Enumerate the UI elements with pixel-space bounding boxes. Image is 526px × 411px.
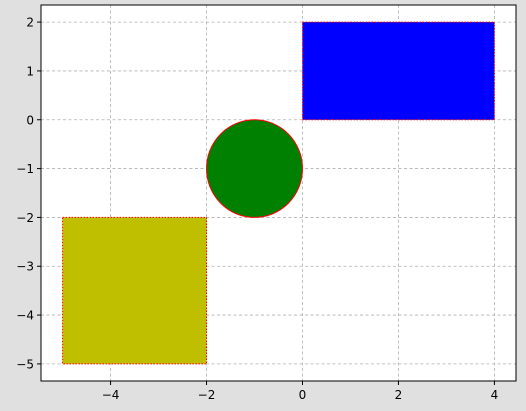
y-tick-label: 0: [26, 113, 34, 127]
y-tick-label: −2: [16, 211, 34, 225]
tick-marks: [37, 21, 495, 385]
shapes-layer: [62, 21, 495, 365]
x-tick-label: −4: [102, 388, 120, 402]
y-tick-label: −1: [16, 162, 34, 176]
y-tick-label: −5: [16, 357, 34, 371]
x-tick-label: 4: [491, 388, 499, 402]
tick-labels: −4 −2 0 2 4 −5 −4 −3 −2 −1 0 1 2: [16, 16, 498, 402]
axes-frame: [40, 4, 517, 382]
rectangle-patch: [301, 21, 495, 121]
x-tick-label: 0: [299, 388, 307, 402]
y-tick-label: −3: [16, 260, 34, 274]
y-tick-label: 2: [26, 16, 34, 30]
y-tick-label: 1: [26, 64, 34, 78]
x-tick-label: 2: [395, 388, 403, 402]
x-tick-label: −2: [198, 388, 216, 402]
y-tick-label: −4: [16, 309, 34, 323]
circle-patch: [206, 119, 303, 218]
rectangle-patch: [62, 216, 208, 365]
